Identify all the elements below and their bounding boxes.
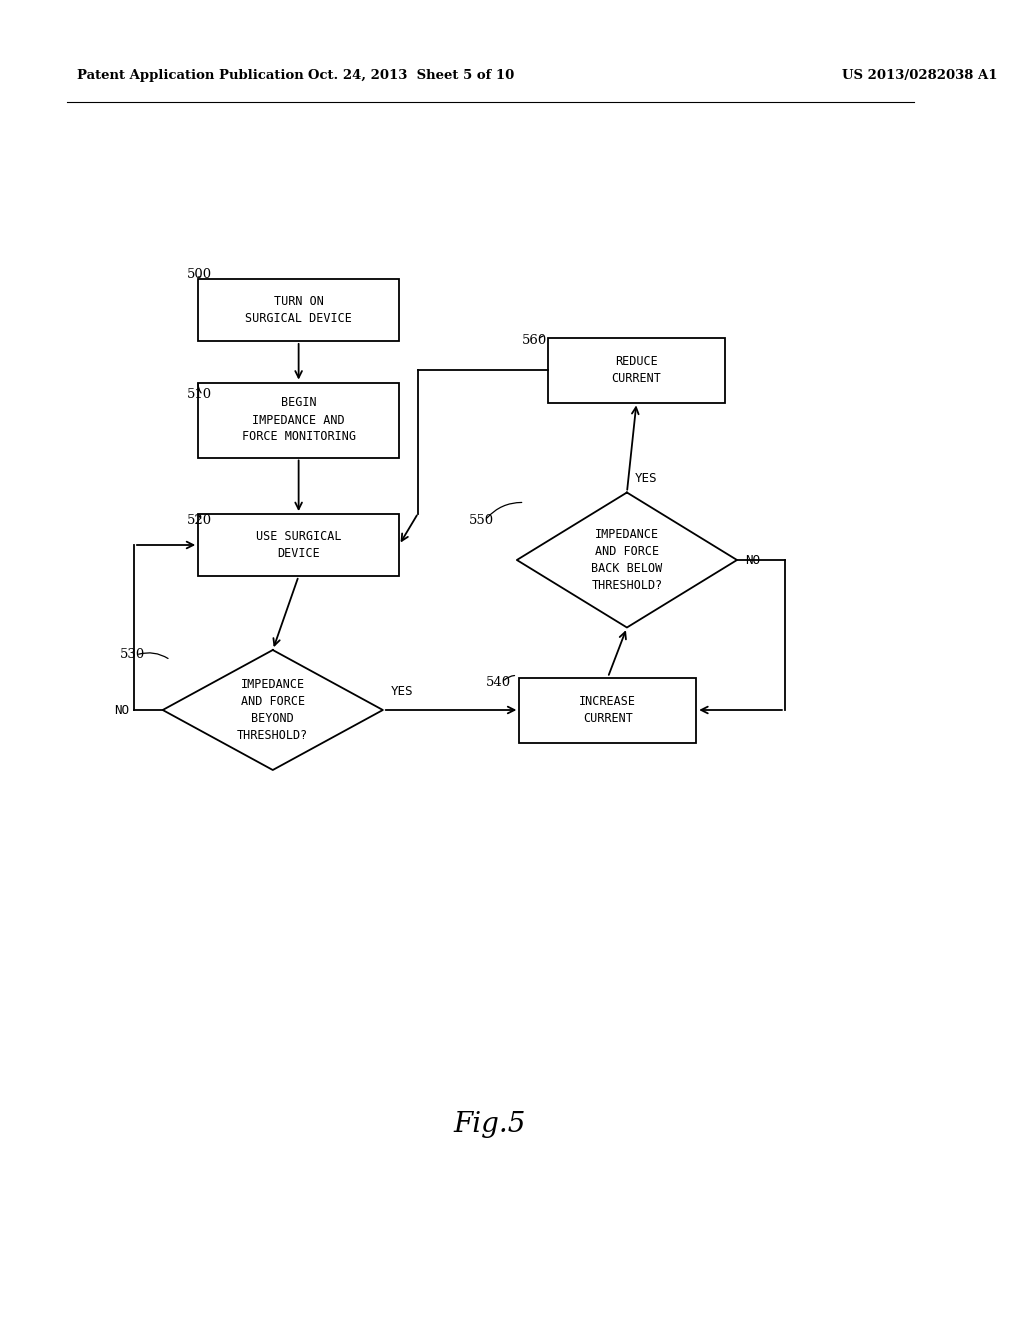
Text: US 2013/0282038 A1: US 2013/0282038 A1 — [843, 69, 997, 82]
Bar — [198, 513, 399, 576]
Text: IMPEDANCE
AND FORCE
BEYOND
THRESHOLD?: IMPEDANCE AND FORCE BEYOND THRESHOLD? — [238, 678, 308, 742]
Text: 520: 520 — [186, 513, 212, 527]
Text: REDUCE
CURRENT: REDUCE CURRENT — [611, 355, 662, 385]
Text: 560: 560 — [521, 334, 547, 346]
Bar — [519, 677, 696, 742]
Text: Patent Application Publication: Patent Application Publication — [77, 69, 303, 82]
Text: NO: NO — [744, 553, 760, 566]
Text: 550: 550 — [469, 513, 495, 527]
Text: IMPEDANCE
AND FORCE
BACK BELOW
THRESHOLD?: IMPEDANCE AND FORCE BACK BELOW THRESHOLD… — [591, 528, 663, 591]
Bar — [548, 338, 725, 403]
Text: TURN ON
SURGICAL DEVICE: TURN ON SURGICAL DEVICE — [245, 294, 352, 325]
Text: 510: 510 — [186, 388, 212, 401]
Text: YES: YES — [635, 471, 657, 484]
Text: INCREASE
CURRENT: INCREASE CURRENT — [580, 696, 636, 725]
Text: 500: 500 — [186, 268, 212, 281]
Text: BEGIN
IMPEDANCE AND
FORCE MONITORING: BEGIN IMPEDANCE AND FORCE MONITORING — [242, 396, 355, 444]
Text: 530: 530 — [120, 648, 144, 661]
Text: 540: 540 — [486, 676, 511, 689]
Text: USE SURGICAL
DEVICE: USE SURGICAL DEVICE — [256, 531, 341, 560]
Bar — [198, 279, 399, 341]
Text: YES: YES — [390, 685, 413, 698]
Text: Oct. 24, 2013  Sheet 5 of 10: Oct. 24, 2013 Sheet 5 of 10 — [308, 69, 515, 82]
Text: Fig.5: Fig.5 — [454, 1111, 526, 1138]
Text: NO: NO — [115, 704, 129, 717]
Bar — [198, 383, 399, 458]
